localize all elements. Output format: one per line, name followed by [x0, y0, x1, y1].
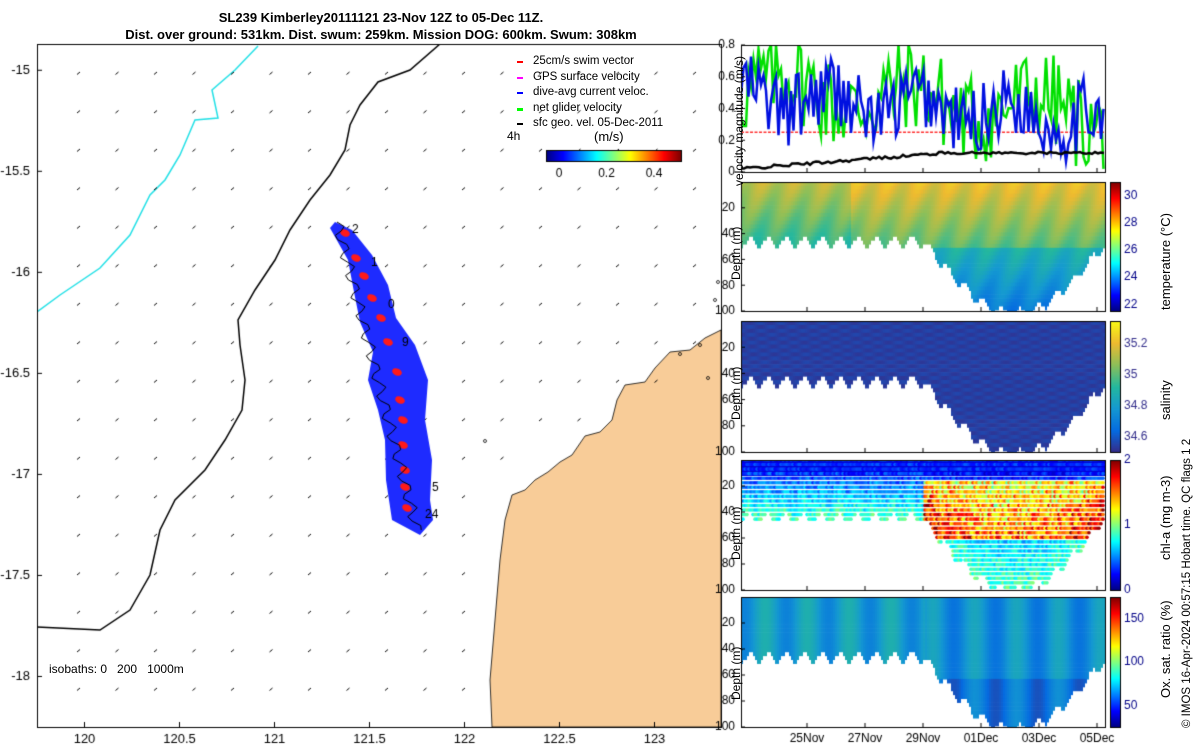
legend-current-velocity: dive-avg current veloc. [505, 85, 663, 101]
legend-net-velocity: net glider velocity [505, 101, 663, 117]
temp-clabel: temperature (°C) [1158, 213, 1173, 310]
temp-ylabel: Depth (m) [729, 226, 743, 280]
chl-ylabel: Depth (m) [729, 506, 743, 560]
figure-title: SL239 Kimberley20111121 23-Nov 12Z to 05… [0, 9, 762, 43]
velocity-ylabel: velocity magnitude (m/s) [732, 55, 746, 186]
title-line-1: SL239 Kimberley20111121 23-Nov 12Z to 05… [218, 10, 544, 25]
legend-gps-velocity: GPS surface velocity [505, 70, 663, 86]
colorbar-label: (m/s) [594, 129, 624, 144]
title-line-2: Dist. over ground: 531km. Dist. swum: 25… [125, 27, 637, 42]
legend-geo-velocity: sfc geo. vel. 05-Dec-2011 [505, 116, 663, 132]
sal-ylabel: Depth (m) [729, 366, 743, 420]
ox-ylabel: Depth (m) [729, 646, 743, 700]
map-legend: 25cm/s swim vector GPS surface velocity … [505, 54, 663, 132]
chl-clabel: chl-a (mg m-3) [1158, 475, 1173, 560]
time-label: 4h [507, 129, 521, 143]
imos-footer: © IMOS 16-Apr-2024 00:57:15 Hobart time.… [1181, 438, 1193, 728]
legend-swim-vector: 25cm/s swim vector [505, 54, 663, 70]
sal-clabel: salinity [1158, 380, 1173, 420]
ox-clabel: Ox. sat. ratio (%) [1158, 600, 1173, 698]
isobaths-label: isobaths: 0 200 1000m [49, 662, 184, 676]
